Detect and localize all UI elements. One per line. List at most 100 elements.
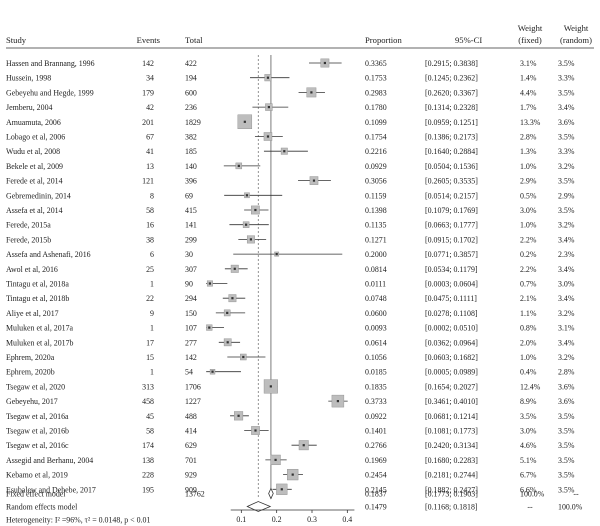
study-events: 25 <box>146 265 154 274</box>
column-headers: Study Events Total Proportion 95%-CI Weight (f… <box>6 23 594 49</box>
study-weight-fixed: 0.5% <box>520 191 537 200</box>
study-name: Jemberu, 2004 <box>6 103 53 112</box>
header-events: Events <box>137 35 161 45</box>
study-name: Ferede, 2015b <box>6 235 51 244</box>
study-row: Tsegaw et al, 2016a 45 488 0.0922 [0.0681; 0… <box>6 411 575 421</box>
study-row: Ferede et al, 2014 121 396 0.3056 [0.2605; 0… <box>6 176 575 186</box>
study-ci: [0.1245; 0.2362] <box>425 74 478 83</box>
study-weight-random: 3.3% <box>558 74 575 83</box>
study-point <box>233 267 236 270</box>
study-total: 142 <box>185 353 197 362</box>
header-weight-fixed: Weight (fixed) <box>518 23 543 45</box>
study-weight-fixed: 2.2% <box>520 265 537 274</box>
study-ci: [0.0514; 0.2157] <box>425 191 478 200</box>
study-row: Tintagu et al, 2018b 22 294 0.0748 [0.0475; … <box>6 294 575 303</box>
x-axis: 0.1 0.2 0.3 0.4 <box>230 509 355 524</box>
study-weight-fixed: 3.1% <box>520 59 537 68</box>
reference-lines <box>257 55 272 499</box>
study-weight-random: 2.9% <box>558 191 575 200</box>
study-row: Muluken et al, 2017a 1 107 0.0093 [0.0002; 0… <box>6 324 575 333</box>
study-proportion: 0.1835 <box>365 382 387 391</box>
study-point <box>274 458 277 461</box>
study-name: Tsegaw et al, 2016a <box>6 412 69 421</box>
study-ci: [0.0278; 0.1108] <box>425 309 478 318</box>
study-weight-fixed: 4.6% <box>520 441 537 450</box>
study-weight-fixed: 1.3% <box>520 147 537 156</box>
study-weight-random: 3.5% <box>558 412 575 421</box>
study-name: Awol et al, 2016 <box>6 265 58 274</box>
study-row: Hassen and Brannang, 1996 142 422 0.3365 [0.… <box>6 58 575 68</box>
study-events: 42 <box>146 103 154 112</box>
study-proportion: 0.3056 <box>365 177 387 186</box>
study-point <box>283 150 286 153</box>
study-weight-fixed: 5.1% <box>520 456 537 465</box>
study-proportion: 0.1753 <box>365 74 387 83</box>
study-ci: [0.0771; 0.3857] <box>425 250 478 259</box>
study-proportion: 0.0614 <box>365 338 387 347</box>
study-weight-fixed: 3.0% <box>520 206 537 215</box>
study-proportion: 0.2000 <box>365 250 387 259</box>
random-effects-row: Random effects model 0.1479 [0.1168; 0.181… <box>6 503 583 512</box>
study-name: Tintagu et al, 2018b <box>6 294 69 303</box>
study-events: 15 <box>146 353 154 362</box>
fixed-effect-total: 13762 <box>185 490 205 499</box>
study-ci: [0.0362; 0.0964] <box>425 338 478 347</box>
study-events: 179 <box>142 88 154 97</box>
study-proportion: 0.2454 <box>365 471 387 480</box>
study-ci: [0.0475; 0.1111] <box>425 294 477 303</box>
study-ci: [0.1654; 0.2027] <box>425 382 478 391</box>
study-events: 1 <box>150 280 154 289</box>
study-ci: [0.1386; 0.2173] <box>425 133 478 142</box>
study-weight-fixed: 0.8% <box>520 324 537 333</box>
header-ci: 95%-CI <box>455 35 482 45</box>
study-proportion: 0.2145 <box>365 485 387 494</box>
study-ci: [0.0003; 0.0604] <box>425 280 478 289</box>
study-total: 90 <box>185 280 193 289</box>
study-weight-random: 2.8% <box>558 368 575 377</box>
x-tick-label: 0.1 <box>236 515 246 524</box>
study-row: Muluken et al, 2017b 17 277 0.0614 [0.0362; … <box>6 338 575 347</box>
study-proportion: 0.0922 <box>365 412 387 421</box>
study-point <box>280 488 283 491</box>
study-total: 30 <box>185 250 193 259</box>
header-study: Study <box>6 35 27 45</box>
study-row: Kebamo et al, 2019 228 929 0.2454 [0.2181; 0… <box>6 468 575 481</box>
study-point <box>302 444 305 447</box>
study-events: 9 <box>150 309 154 318</box>
study-weight-random: 3.2% <box>558 221 575 230</box>
study-proportion: 0.3733 <box>365 397 387 406</box>
study-row: Assefa and Ashenafi, 2016 6 30 0.2000 [0.077… <box>6 250 575 259</box>
study-proportion: 0.1271 <box>365 235 387 244</box>
study-total: 141 <box>185 221 197 230</box>
study-point <box>249 238 253 241</box>
study-total: 69 <box>185 191 193 200</box>
study-weight-random: 3.3% <box>558 147 575 156</box>
study-total: 909 <box>185 485 197 494</box>
study-total: 629 <box>185 441 197 450</box>
study-weight-fixed: 1.0% <box>520 221 537 230</box>
study-weight-fixed: 1.7% <box>520 103 537 112</box>
study-weight-fixed: 8.9% <box>520 397 537 406</box>
study-proportion: 0.0748 <box>365 294 387 303</box>
study-row: Tsegaw et al, 2016b 58 414 0.1401 [0.1081; 0… <box>6 426 575 436</box>
study-events: 201 <box>142 118 154 127</box>
study-name: Ferede et al, 2014 <box>6 177 63 186</box>
x-tick-label: 0.3 <box>307 515 317 524</box>
study-name: Ephrem, 2020a <box>6 353 55 362</box>
study-name: Amuamuta, 2006 <box>6 118 61 127</box>
study-total: 54 <box>185 368 193 377</box>
study-weight-fixed: 0.4% <box>520 368 537 377</box>
study-name: Kebamo et al, 2019 <box>6 471 68 480</box>
study-name: Lobago et al, 2006 <box>6 133 65 142</box>
study-ci: [0.0504; 0.1536] <box>425 162 478 171</box>
study-weight-random: 3.5% <box>558 59 575 68</box>
study-total: 415 <box>185 206 197 215</box>
study-ci: [0.0681; 0.1214] <box>425 412 478 421</box>
study-row: Lobago et al, 2006 67 382 0.1754 [0.1386; 0.… <box>6 132 575 142</box>
study-events: 34 <box>146 74 154 83</box>
study-proportion: 0.3365 <box>365 59 387 68</box>
study-ci: [0.2181; 0.2744] <box>425 471 478 480</box>
study-ci: [0.2915; 0.3838] <box>425 59 478 68</box>
study-proportion: 0.0111 <box>365 280 386 289</box>
study-point <box>237 414 240 417</box>
